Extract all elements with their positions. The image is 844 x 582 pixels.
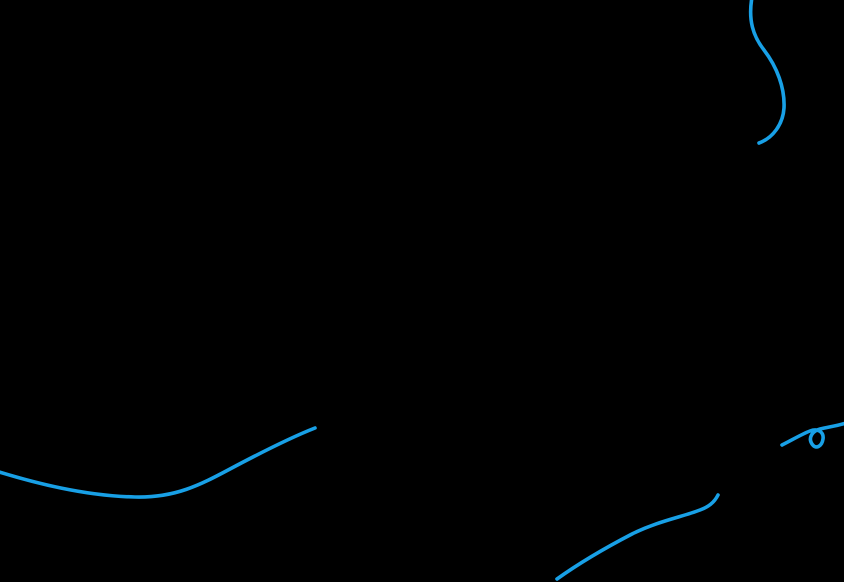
stroke-s-curve-top-right [748, 0, 786, 145]
stroke-pigtail-right-edge [780, 421, 844, 449]
stroke-swoosh-bottom-right [555, 493, 720, 581]
stroke-wave-bottom-left [0, 426, 317, 499]
